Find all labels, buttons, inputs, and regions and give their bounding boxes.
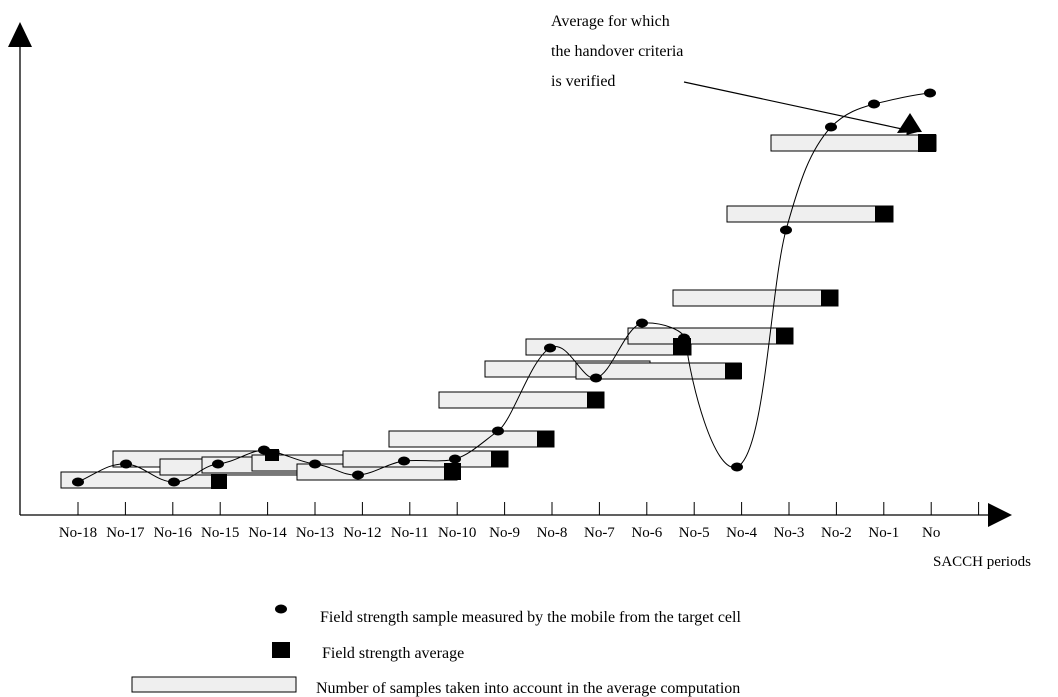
period-label: No-1	[868, 525, 899, 541]
legend-average-symbol	[272, 642, 290, 658]
legend-average-text: Field strength average	[322, 645, 464, 662]
annotation-line-2: the handover criteria	[551, 43, 683, 60]
sample-point	[678, 333, 690, 343]
average-marker	[776, 328, 793, 344]
sample-point	[868, 99, 880, 109]
annotation-arrow-icon	[897, 113, 922, 133]
averaging-windows	[60, 134, 937, 489]
average-marker	[444, 463, 461, 480]
average-marker	[725, 363, 742, 379]
legend-window-symbol	[131, 676, 297, 693]
period-label: No-13	[296, 525, 334, 541]
sample-point	[780, 225, 792, 235]
window-bar	[388, 430, 555, 448]
average-marker	[211, 474, 227, 489]
period-label: No-8	[537, 525, 568, 541]
average-marker	[875, 206, 893, 222]
sample-point	[212, 459, 224, 469]
period-label: No-5	[679, 525, 710, 541]
period-label: No-11	[391, 525, 429, 541]
sample-point	[72, 477, 84, 487]
sample-point	[731, 462, 743, 472]
sample-point	[449, 454, 461, 464]
handover-annotation: Average for which the handover criteria …	[551, 13, 922, 135]
period-label: No-18	[59, 525, 97, 541]
period-label: No-15	[201, 525, 239, 541]
sample-point	[825, 122, 837, 132]
sample-point	[352, 470, 364, 480]
window-bar	[726, 205, 894, 223]
x-axis-tick-labels: No-18 No-17 No-16 No-15 No-14 No-13 No-12 No-11…	[59, 525, 941, 541]
period-label: No-12	[343, 525, 381, 541]
annotation-pointer	[683, 81, 917, 135]
period-label: No-9	[489, 525, 520, 541]
period-label: No	[922, 525, 940, 541]
sample-point	[309, 459, 321, 469]
average-marker	[537, 431, 554, 447]
window-bar	[770, 134, 937, 152]
sample-point	[492, 426, 504, 436]
sample-point	[168, 477, 180, 487]
sample-point	[120, 459, 132, 469]
window-bar	[627, 327, 794, 345]
legend-sample-text: Field strength sample measured by the mo…	[320, 609, 741, 626]
average-marker	[587, 392, 604, 408]
sample-point	[398, 456, 410, 466]
legend: Field strength sample measured by the mo…	[131, 604, 741, 697]
field-strength-samples	[72, 88, 936, 487]
x-axis-arrow-icon	[988, 503, 1012, 527]
period-label: No-16	[154, 525, 193, 541]
period-label: No-7	[584, 525, 615, 541]
sample-point	[258, 445, 270, 455]
y-axis-arrow-icon	[8, 22, 32, 47]
average-marker	[918, 134, 936, 152]
sample-point	[590, 373, 602, 383]
x-axis-ticks	[77, 502, 980, 515]
x-axis-label: SACCH periods	[933, 554, 1031, 570]
legend-window-text: Number of samples taken into account in …	[316, 680, 740, 697]
sample-point	[636, 318, 648, 328]
period-label: No-10	[438, 525, 476, 541]
average-marker	[821, 290, 838, 306]
window-bar	[342, 450, 509, 468]
sample-point	[924, 88, 936, 98]
legend-sample-symbol	[275, 604, 287, 614]
period-label: No-17	[106, 525, 145, 541]
average-markers	[211, 134, 936, 489]
average-marker	[491, 451, 508, 467]
sample-point	[544, 343, 556, 353]
period-label: No-4	[726, 525, 757, 541]
annotation-line-1: Average for which	[551, 13, 670, 30]
period-label: No-3	[774, 525, 805, 541]
period-label: No-6	[631, 525, 662, 541]
period-label: No-2	[821, 525, 852, 541]
window-bar	[438, 391, 605, 409]
period-label: No-14	[248, 525, 287, 541]
annotation-line-3: is verified	[551, 73, 615, 90]
window-bar	[672, 289, 839, 307]
